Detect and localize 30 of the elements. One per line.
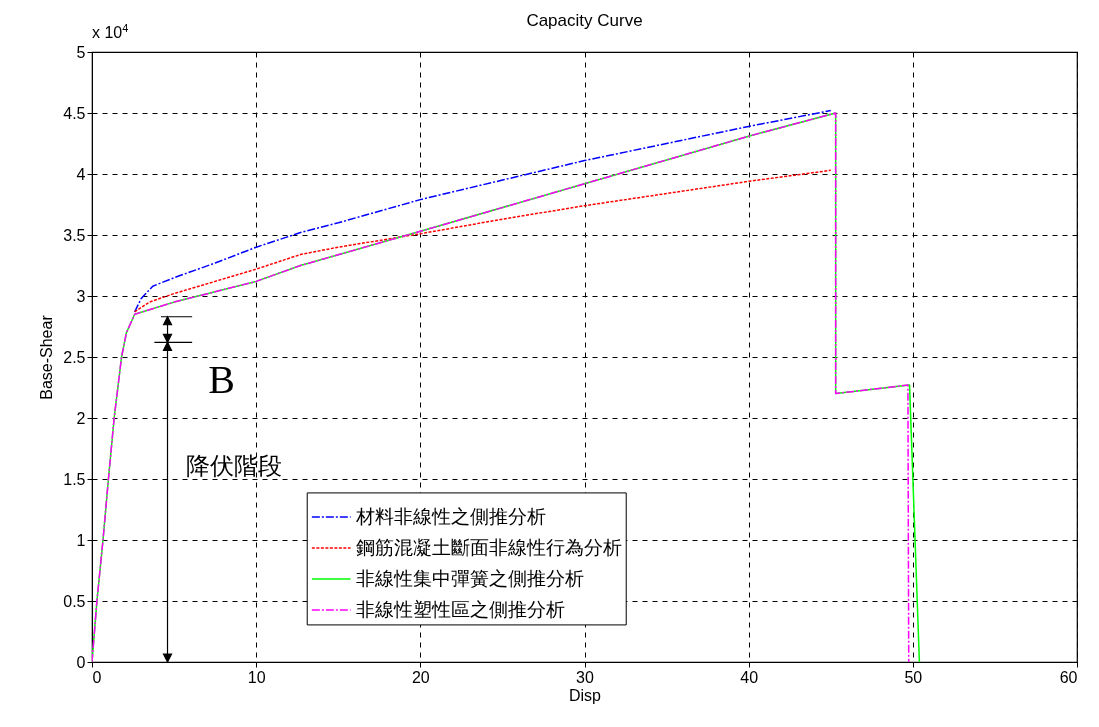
legend-label: 非線性塑性區之側推分析 [355,597,565,620]
y-tick-label: 0 [76,653,86,671]
legend-label: 材料非線性之側推分析 [354,504,546,527]
y-tick-label: 3.5 [63,226,86,244]
x-axis-title: Disp [568,686,602,704]
y-tick-label: 3 [76,287,86,305]
y-tick-label: 4 [76,165,86,183]
y-tick-label: 1 [76,531,86,549]
legend-label: 鋼筋混凝土斷面非線性行為分析 [355,535,622,558]
text: x 10$^{4}$ [92,22,129,41]
x-tick-label: 50 [904,668,923,686]
x-tick-label: 20 [411,668,430,686]
y-tick-label: 1.5 [63,470,86,488]
annotation: B [208,357,235,403]
x-tick-label: 40 [740,668,759,686]
y-tick-label: 0.5 [63,592,86,610]
annotation: 降伏階段 [185,451,282,480]
x-tick-label: 10 [247,668,266,686]
line-series [133,169,832,313]
legend-label: 非線性集中彈簧之側推分析 [355,566,584,589]
y-tick-label: 5 [76,43,86,61]
x-tick-label: 30 [576,668,594,686]
y-tick-label: 2.5 [63,348,86,366]
y-tick-label: 4.5 [63,104,86,122]
y-axis-title: Base-Shear [38,314,56,400]
x-tick-label: 0 [92,668,102,686]
chart-title: Capacity Curve [526,11,643,30]
y-tick-label: 2 [76,409,86,427]
x-tick-label: 60 [1059,668,1078,686]
line-series [133,109,832,313]
